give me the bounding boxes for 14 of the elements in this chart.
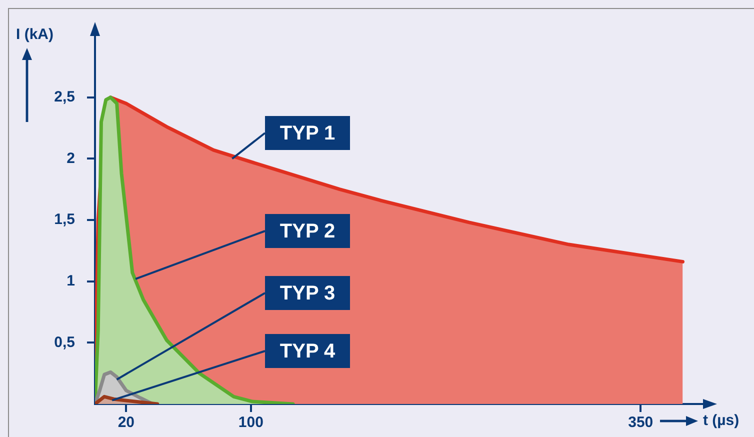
annotation: TYP 1	[280, 122, 336, 145]
y-tick-label: 1,5	[54, 211, 75, 228]
annotation: TYP 2	[280, 220, 336, 243]
x-axis-title: t (µs)	[703, 412, 740, 429]
y-tick-label: 2	[66, 150, 75, 167]
y-tick-label: 1	[66, 272, 75, 290]
x-tick-label: 100	[238, 414, 264, 432]
y-tick-label: 2,5	[54, 88, 75, 106]
x-tick-label: 20	[118, 414, 135, 432]
y-tick-label: 0,5	[54, 334, 75, 351]
x-tick-label: 350	[628, 414, 654, 432]
y-axis-title: I (kA)	[16, 26, 54, 43]
annotation: TYP 3	[280, 282, 336, 305]
annotation: TYP 4	[280, 340, 336, 363]
